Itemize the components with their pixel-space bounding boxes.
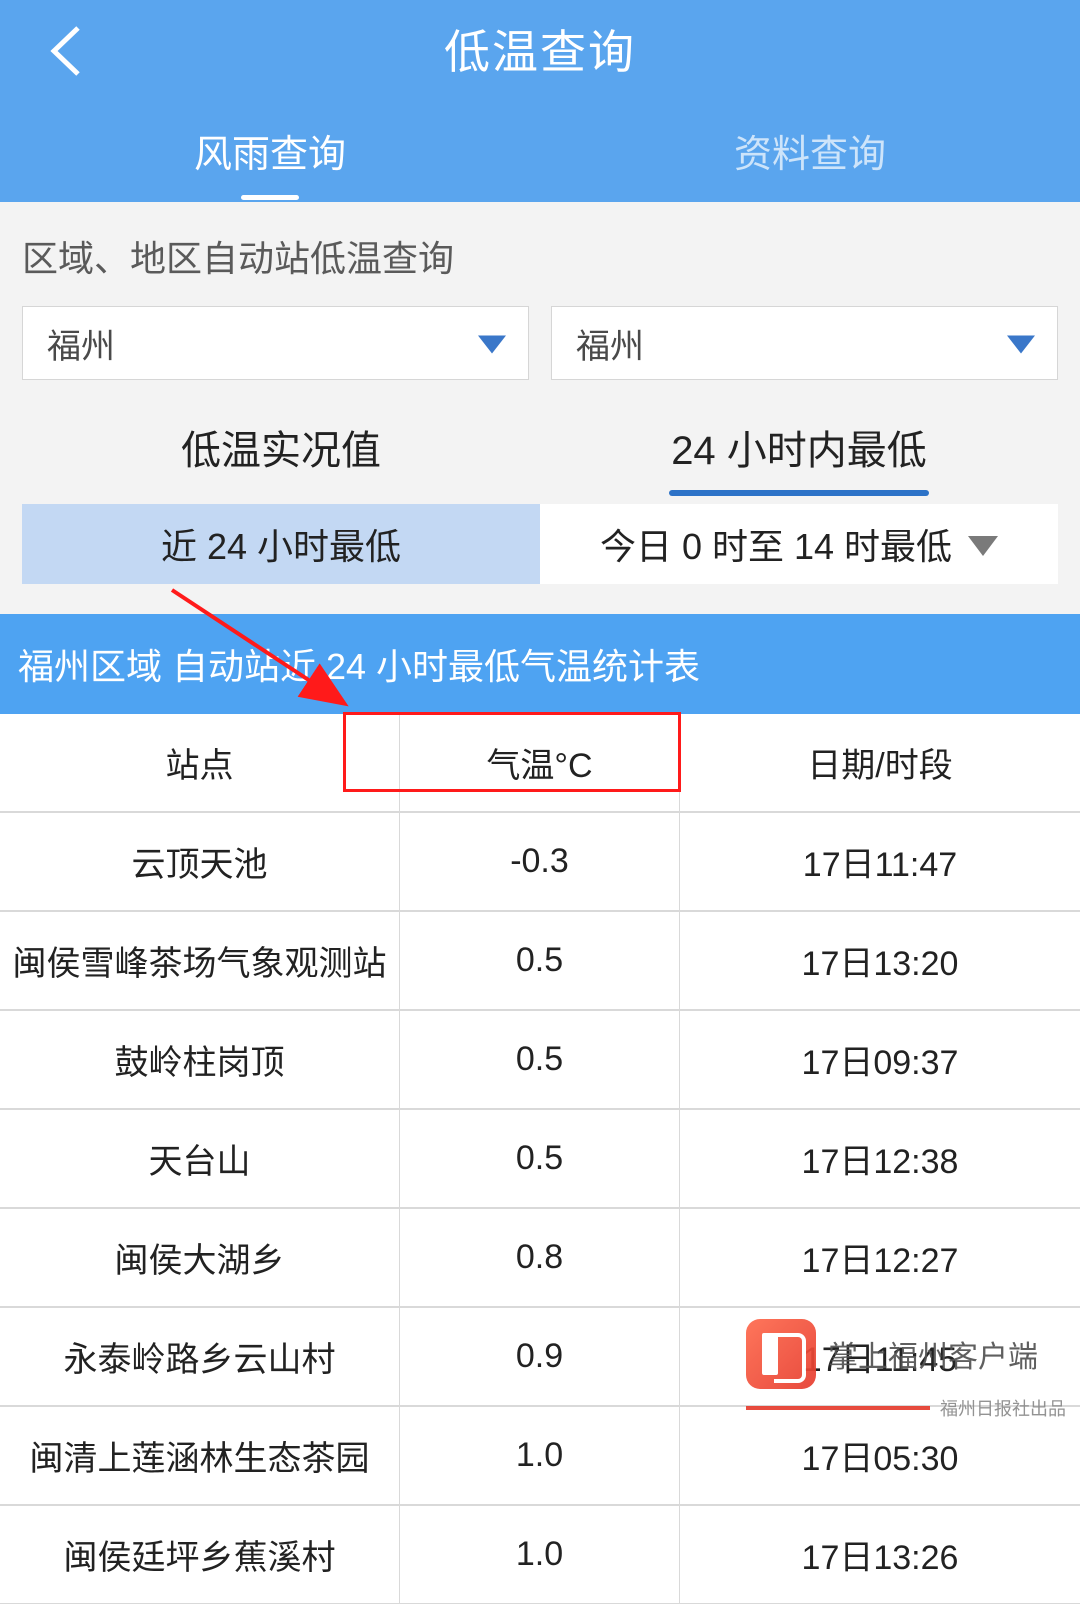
cell-time: 17日12:38	[680, 1110, 1080, 1207]
tab-data-query[interactable]: 资料查询	[540, 123, 1080, 178]
section-label: 区域、地区自动站低温查询	[22, 230, 1058, 282]
table-row[interactable]: 天台山0.517日12:38	[0, 1109, 1080, 1208]
area-dropdown[interactable]: 福州	[551, 306, 1058, 380]
table-row[interactable]: 闽侯大湖乡0.817日12:27	[0, 1208, 1080, 1307]
cell-station: 永泰岭路乡云山村	[0, 1308, 400, 1405]
th-time: 日期/时段	[680, 714, 1080, 811]
chevron-left-icon	[48, 24, 82, 78]
filter-today-label: 今日 0 时至 14 时最低	[600, 518, 952, 570]
cell-time: 17日05:30	[680, 1407, 1080, 1504]
th-temp: 气温°C	[400, 714, 680, 811]
cell-time: 17日11:45	[680, 1308, 1080, 1405]
query-section: 区域、地区自动站低温查询 福州 福州 低温实况值 24 小时内最低	[0, 202, 1080, 500]
subtab-realtime[interactable]: 低温实况值	[22, 390, 540, 500]
table-row[interactable]: 闽侯雪峰茶场气象观测站0.517日13:20	[0, 911, 1080, 1010]
table-body: 云顶天池-0.317日11:47闽侯雪峰茶场气象观测站0.517日13:20鼓岭…	[0, 812, 1080, 1604]
sub-tabs: 低温实况值 24 小时内最低	[22, 390, 1058, 500]
temperature-table: 站点 气温°C 日期/时段 云顶天池-0.317日11:47闽侯雪峰茶场气象观测…	[0, 714, 1080, 1604]
cell-temp: 0.5	[400, 1110, 680, 1207]
cell-temp: 0.9	[400, 1308, 680, 1405]
dropdown-caret-icon	[1007, 324, 1035, 363]
cell-time: 17日13:20	[680, 912, 1080, 1009]
cell-station: 天台山	[0, 1110, 400, 1207]
table-header-row: 站点 气温°C 日期/时段	[0, 714, 1080, 812]
dropdown-row: 福州 福州	[22, 306, 1058, 380]
cell-time: 17日09:37	[680, 1011, 1080, 1108]
cell-temp: 0.8	[400, 1209, 680, 1306]
dropdown-caret-icon	[478, 324, 506, 363]
dropdown-caret-icon	[968, 523, 998, 565]
cell-temp: -0.3	[400, 813, 680, 910]
cell-time: 17日13:26	[680, 1506, 1080, 1603]
cell-temp: 0.5	[400, 1011, 680, 1108]
table-row[interactable]: 闽侯廷坪乡蕉溪村1.017日13:26	[0, 1505, 1080, 1604]
filter-today[interactable]: 今日 0 时至 14 时最低	[540, 504, 1058, 584]
tab-wind-rain[interactable]: 风雨查询	[0, 123, 540, 178]
table-row[interactable]: 云顶天池-0.317日11:47	[0, 812, 1080, 911]
table-row[interactable]: 闽清上莲涵林生态茶园1.017日05:30	[0, 1406, 1080, 1505]
subtab-24h-low[interactable]: 24 小时内最低	[540, 390, 1058, 500]
area-dropdown-value: 福州	[576, 319, 644, 368]
cell-time: 17日11:47	[680, 813, 1080, 910]
table-row[interactable]: 永泰岭路乡云山村0.917日11:45	[0, 1307, 1080, 1406]
filter-24h[interactable]: 近 24 小时最低	[22, 504, 540, 584]
app-header: 低温查询	[0, 0, 1080, 98]
region-dropdown[interactable]: 福州	[22, 306, 529, 380]
cell-station: 闽侯廷坪乡蕉溪村	[0, 1506, 400, 1603]
cell-station: 闽清上莲涵林生态茶园	[0, 1407, 400, 1504]
filter-row: 近 24 小时最低 今日 0 时至 14 时最低	[22, 504, 1058, 584]
page-title: 低温查询	[0, 16, 1080, 82]
back-button[interactable]	[48, 24, 82, 83]
table-row[interactable]: 鼓岭柱岗顶0.517日09:37	[0, 1010, 1080, 1109]
cell-station: 闽侯大湖乡	[0, 1209, 400, 1306]
cell-station: 鼓岭柱岗顶	[0, 1011, 400, 1108]
cell-temp: 1.0	[400, 1506, 680, 1603]
cell-time: 17日12:27	[680, 1209, 1080, 1306]
region-dropdown-value: 福州	[47, 319, 115, 368]
cell-temp: 0.5	[400, 912, 680, 1009]
cell-temp: 1.0	[400, 1407, 680, 1504]
table-title: 福州区域 自动站近 24 小时最低气温统计表	[0, 614, 1080, 714]
cell-station: 闽侯雪峰茶场气象观测站	[0, 912, 400, 1009]
th-station: 站点	[0, 714, 400, 811]
cell-station: 云顶天池	[0, 813, 400, 910]
main-tabs: 风雨查询 资料查询	[0, 98, 1080, 202]
